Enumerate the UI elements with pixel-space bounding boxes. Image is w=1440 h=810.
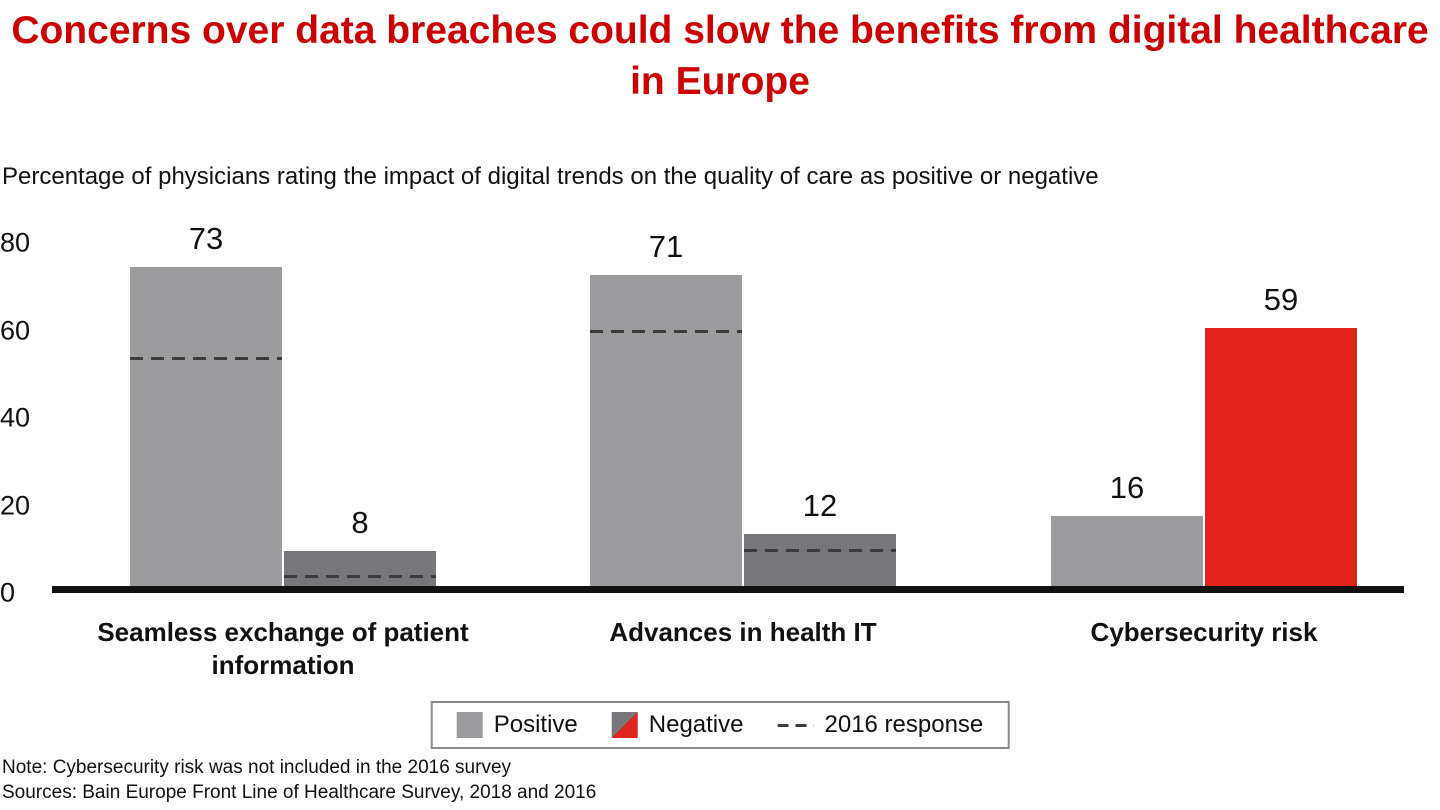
bar-positive-group-1 (590, 275, 742, 586)
chart-title: Concerns over data breaches could slow t… (11, 9, 1429, 103)
negative-split-swatch-icon (611, 712, 638, 738)
line-2016-response (744, 549, 896, 552)
dashed-line-swatch-icon (777, 723, 814, 727)
bar-value-label: 8 (351, 505, 369, 540)
x-axis-category-label: Seamless exchange of patient information (97, 617, 469, 680)
legend-item-negative: Negative (611, 711, 744, 739)
y-axis-tick-label: 20 (0, 490, 31, 520)
positive-swatch-icon (456, 712, 483, 738)
y-axis-tick-label: 0 (0, 577, 16, 608)
bar-negative-group-1 (744, 533, 896, 586)
legend: Positive Negative 2016 response (430, 701, 1010, 749)
note-text: Note: Cybersecurity risk was not include… (2, 757, 512, 778)
legend-label-negative: Negative (648, 711, 744, 738)
bar-value-label: 16 (1109, 470, 1145, 505)
bar-value-label: 59 (1263, 281, 1299, 317)
y-axis-tick-label: 40 (0, 402, 31, 433)
line-2016-response (130, 356, 282, 360)
bar-value-label: 73 (188, 220, 224, 256)
legend-label-positive: Positive (493, 711, 578, 738)
x-axis-category-label: Cybersecurity risk (1090, 617, 1318, 647)
y-axis-tick-label: 80 (0, 227, 31, 258)
plot-area: 73 8 71 12 16 59 (52, 221, 1404, 593)
bar-positive-group-0 (130, 266, 282, 586)
chart-subtitle: Percentage of physicians rating the impa… (2, 163, 1099, 190)
sources-text: Sources: Bain Europe Front Line of Healt… (2, 782, 597, 803)
x-axis-category-label: Advances in health IT (609, 617, 877, 647)
bar-negative-group-2 (1205, 327, 1357, 586)
line-2016-response (590, 330, 742, 334)
legend-item-positive: Positive (456, 711, 578, 739)
legend-label-2016-response: 2016 response (824, 711, 984, 738)
legend-item-2016-response: 2016 response (777, 711, 983, 739)
bar-negative-group-0 (284, 551, 436, 586)
bar-value-label: 71 (648, 229, 684, 265)
bar-positive-group-2 (1051, 516, 1203, 586)
y-axis-tick-label: 60 (0, 315, 31, 345)
bar-value-label: 12 (802, 487, 838, 523)
line-2016-response (284, 575, 436, 579)
